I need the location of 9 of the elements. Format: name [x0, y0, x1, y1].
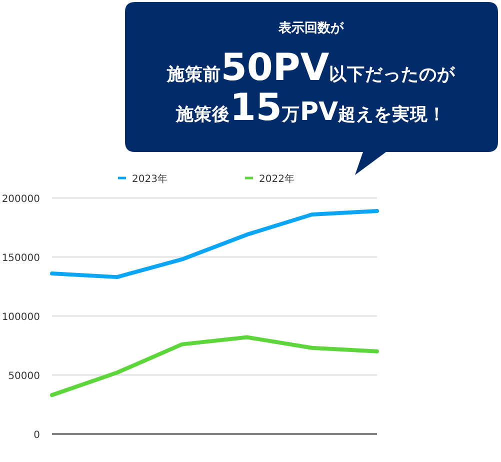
y-tick-label: 200000	[2, 194, 40, 205]
y-tick-label: 150000	[2, 253, 40, 264]
y-tick-label: 0	[34, 430, 40, 441]
text: 表示回数が	[278, 21, 344, 36]
legend-label: 2022年	[259, 173, 294, 185]
y-tick-label: 50000	[8, 371, 40, 382]
legend-label: 2023年	[132, 173, 168, 185]
y-tick-label: 100000	[2, 312, 40, 323]
text: 施策前50PV以下だったのが	[166, 45, 456, 89]
